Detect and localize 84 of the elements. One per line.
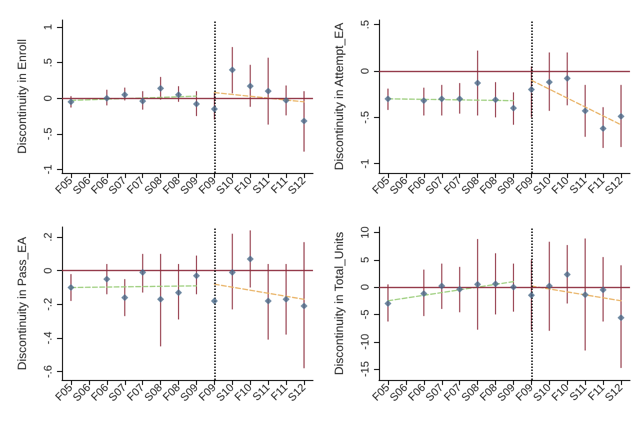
y-axis-title: Discontinuity in Enroll [15, 39, 29, 154]
x-tick-label: S12 [286, 174, 308, 198]
point [300, 302, 308, 310]
point [582, 291, 589, 298]
y-tick-label: -1 [42, 164, 54, 174]
y-tick-label: .5 [42, 58, 54, 68]
point [600, 124, 607, 132]
point [139, 98, 146, 105]
x-tick-label: F10 [232, 174, 254, 197]
y-tick-label: 1 [42, 24, 54, 30]
y-tick-label: -1 [360, 158, 372, 169]
y-tick-label: .5 [360, 20, 372, 30]
point [528, 86, 535, 94]
x-tick-label: F10 [232, 382, 254, 404]
point [228, 66, 236, 74]
point [618, 314, 625, 322]
point [228, 268, 236, 276]
y-tick-label: -.4 [42, 332, 54, 344]
point [564, 271, 571, 278]
y-tick-label: 5 [360, 256, 372, 263]
y-axis-title: Discontinuity in Total_Units [332, 232, 346, 376]
x-tick-label: S12 [286, 382, 308, 404]
y-tick-label: 0 [360, 284, 372, 290]
y-tick-label: -.2 [42, 298, 54, 311]
point [492, 96, 500, 104]
point [474, 280, 482, 288]
y-tick-label: 0 [360, 68, 372, 74]
x-tick-label: S12 [602, 382, 626, 404]
point [528, 292, 535, 299]
point [456, 286, 464, 293]
point [618, 112, 625, 120]
point [210, 105, 218, 112]
point [300, 118, 308, 125]
point [384, 95, 392, 102]
point [67, 284, 74, 292]
point [492, 280, 500, 288]
point [510, 104, 517, 112]
y-tick-label: 0 [42, 95, 54, 102]
point [103, 276, 110, 283]
y-axis-title: Discontinuity in Pass_EA [15, 236, 29, 370]
x-tick-label: F10 [550, 174, 572, 197]
y-tick-label: .2 [42, 232, 54, 242]
point [192, 272, 200, 280]
point [546, 78, 553, 86]
y-tick-label: -.6 [42, 365, 54, 378]
point [264, 297, 272, 304]
point [246, 255, 254, 262]
point [121, 91, 128, 98]
point [246, 82, 254, 90]
point [157, 296, 164, 303]
y-tick-label: -15 [360, 361, 372, 378]
point [175, 289, 182, 296]
y-axis-title: Discontinuity in Attempt_EA [332, 22, 346, 170]
y-tick-label: -.5 [360, 110, 372, 124]
point [157, 84, 164, 92]
point [420, 290, 428, 298]
point [282, 96, 290, 104]
y-tick-label: -.5 [42, 127, 54, 140]
point [192, 100, 200, 108]
point [474, 80, 482, 87]
point [582, 107, 589, 114]
point [438, 282, 446, 290]
point [420, 97, 428, 104]
point [384, 300, 392, 307]
point [67, 98, 74, 106]
point [103, 94, 110, 102]
point [264, 88, 272, 95]
point [139, 268, 146, 276]
point [210, 297, 218, 304]
point [438, 95, 446, 102]
y-tick-label: 0 [42, 268, 54, 274]
point [121, 294, 128, 302]
point [600, 286, 607, 294]
y-tick-label: 10 [360, 226, 372, 239]
point [456, 95, 464, 102]
point [282, 296, 290, 303]
x-tick-label: F10 [550, 382, 572, 404]
point [510, 284, 517, 291]
point [564, 74, 571, 82]
point [175, 91, 182, 98]
x-tick-label: S12 [602, 174, 626, 198]
y-tick-label: -10 [360, 334, 372, 350]
y-tick-label: -5 [360, 310, 372, 320]
point [546, 282, 553, 290]
